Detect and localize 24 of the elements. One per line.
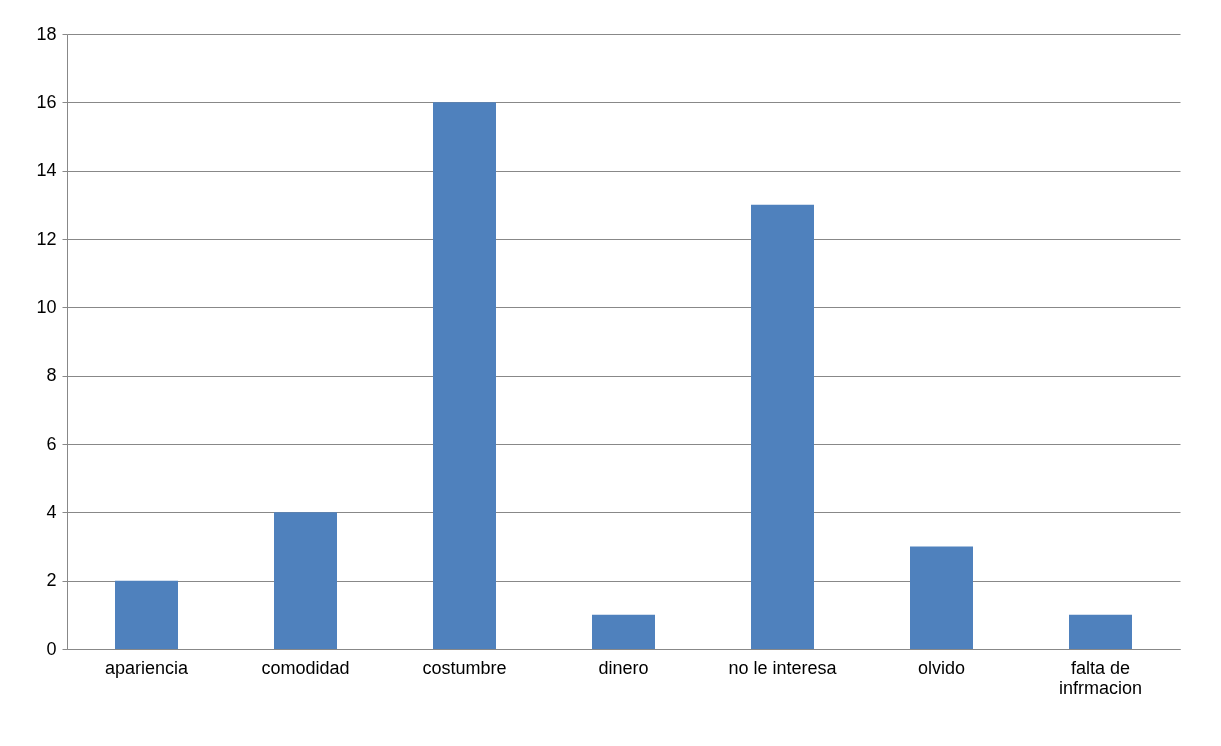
y-tick-label: 14 (36, 160, 57, 181)
x-tick-label: apariencia (104, 657, 190, 678)
x-tick-label: falta de infrmacion (1058, 657, 1143, 698)
y-tick-label: 16 (36, 91, 57, 112)
bar (751, 204, 814, 649)
y-tick-label: 10 (36, 296, 57, 317)
y-tick-label: 6 (46, 433, 57, 454)
bar (592, 614, 655, 649)
y-tick-label: 12 (36, 228, 57, 249)
y-tick-label: 8 (46, 365, 57, 386)
bar (115, 580, 178, 649)
x-tick-label: dinero (598, 657, 649, 678)
bar (910, 546, 973, 649)
bar (433, 102, 496, 649)
x-tick-label: comodidad (261, 657, 350, 678)
bar (274, 512, 337, 649)
y-tick-label: 18 (36, 23, 57, 44)
bar (1069, 614, 1132, 649)
y-tick-label: 4 (46, 501, 57, 522)
y-tick-label: 0 (46, 638, 57, 659)
x-tick-label: costumbre (422, 657, 507, 678)
x-tick-label: olvido (917, 657, 966, 678)
y-tick-label: 2 (46, 570, 57, 591)
x-tick-label: no le interesa (728, 657, 838, 678)
